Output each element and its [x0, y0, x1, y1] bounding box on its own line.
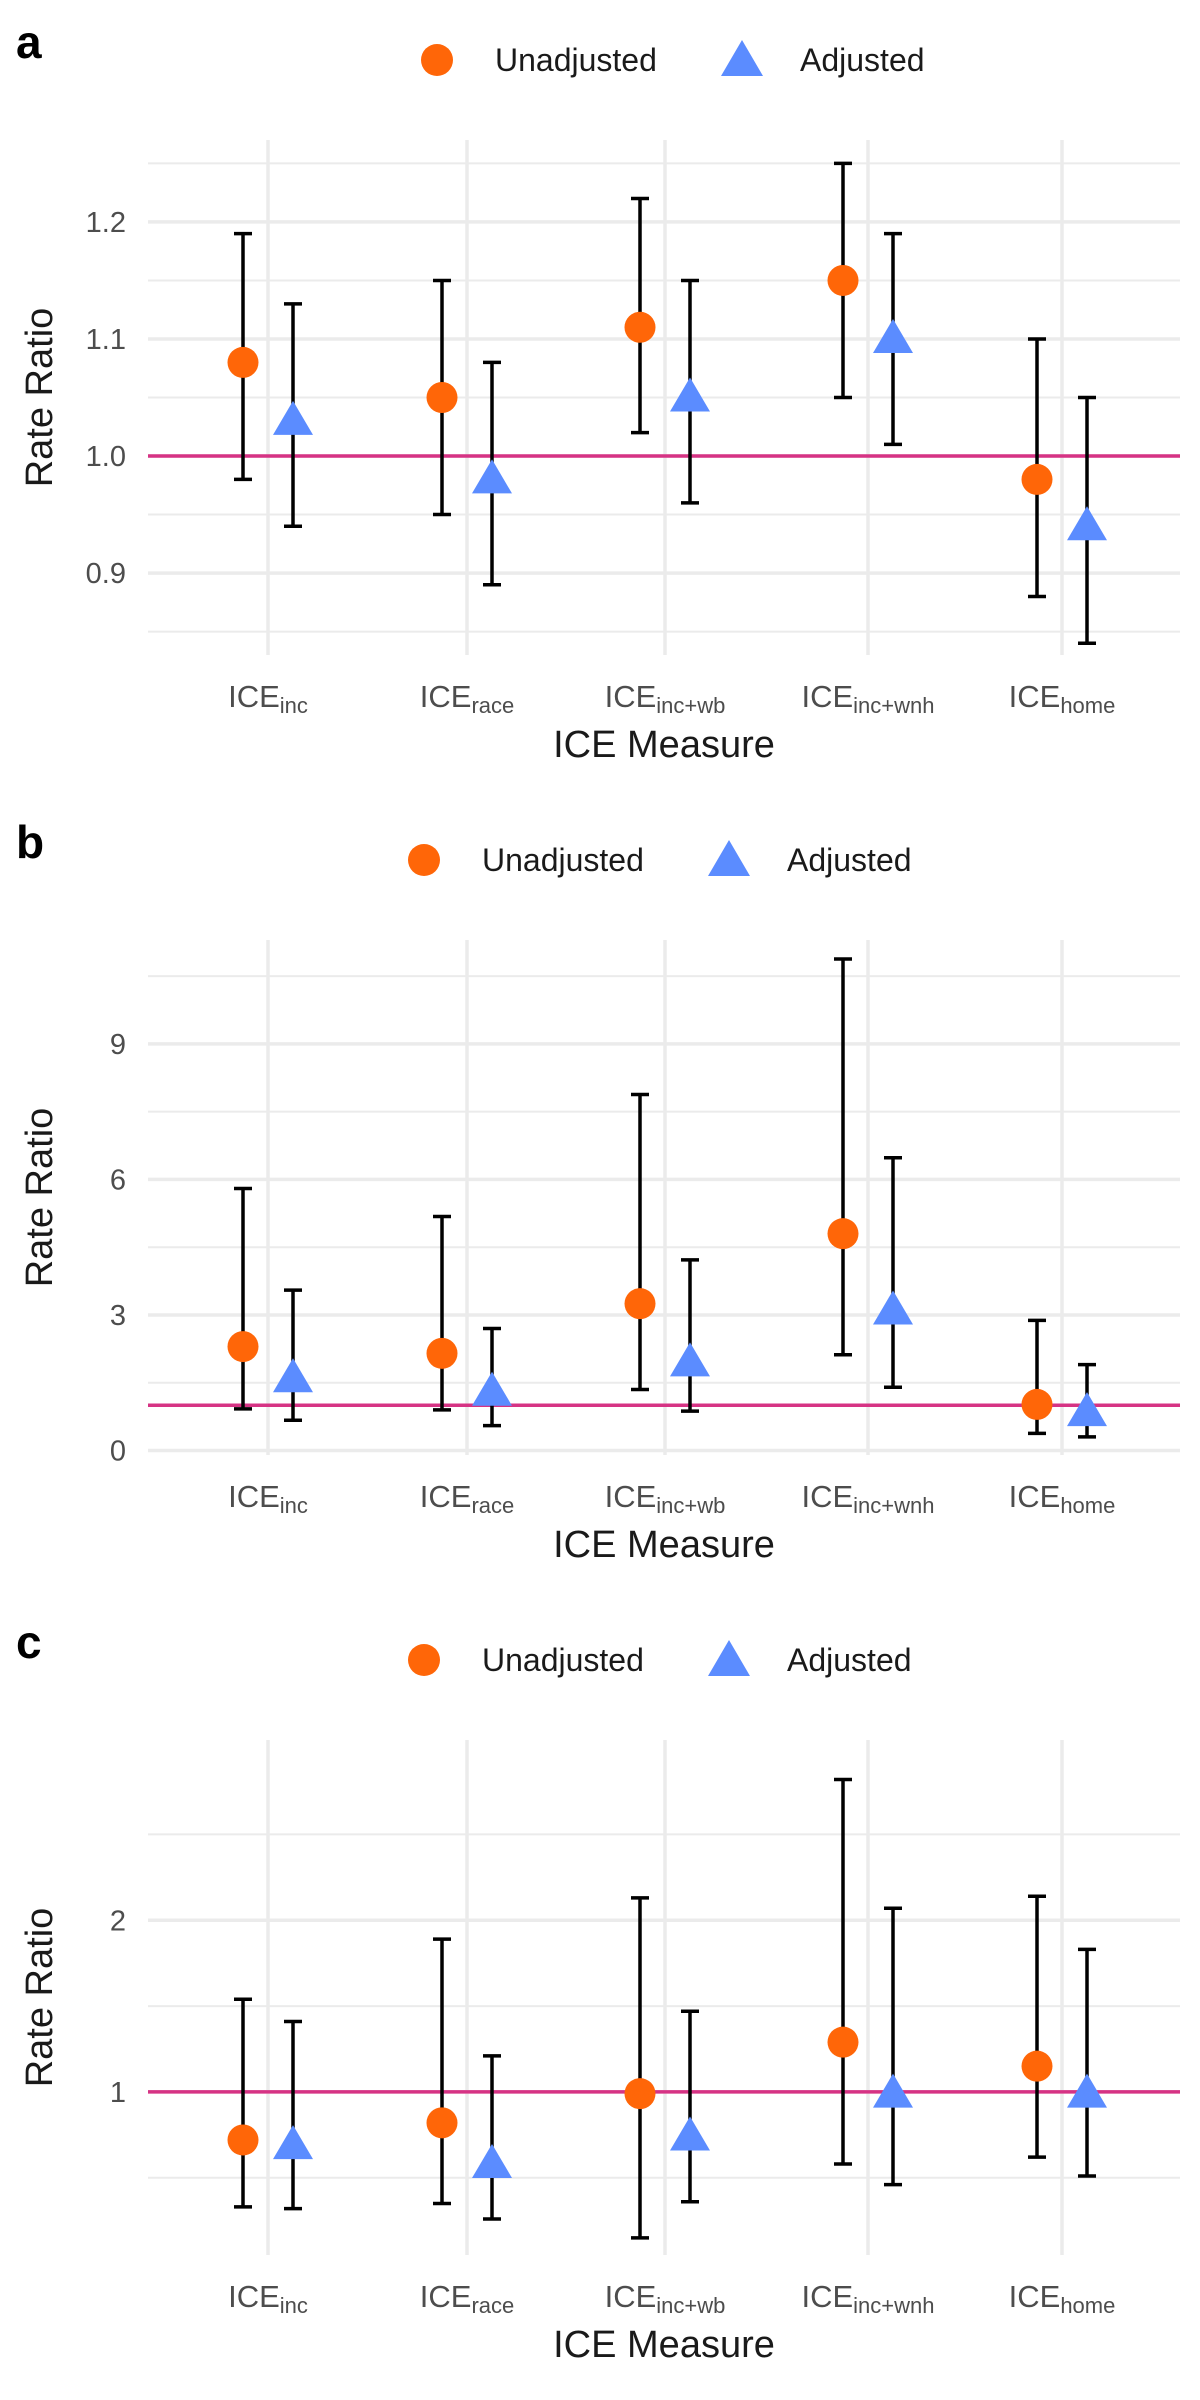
data-point-adjusted	[1067, 2073, 1107, 2108]
x-tick-label: ICErace	[420, 679, 514, 718]
x-tick-label: ICEhome	[1009, 679, 1116, 718]
y-tick-label: 1.1	[86, 324, 126, 356]
x-axis-title: ICE Measure	[553, 724, 775, 766]
data-point-unadjusted	[1021, 463, 1053, 495]
chart-panel-c: c Unadjusted Adjusted 1 2 ICEinc ICErace ICEinc…	[16, 1616, 1180, 2366]
chart-panel-b: b Unadjusted Adjusted 0 3 6 9 ICEinc ICErace ICEi…	[16, 816, 1180, 1566]
legend-label-unadjusted: Unadjusted	[482, 1642, 644, 1678]
x-tick-label: ICErace	[420, 1479, 514, 1518]
data-point-unadjusted	[827, 264, 859, 296]
data-point-unadjusted	[1021, 2050, 1053, 2082]
data-point-adjusted	[273, 400, 313, 435]
legend-label-adjusted: Adjusted	[787, 842, 912, 878]
legend-marker-adjusted	[708, 1640, 750, 1676]
data-point-adjusted	[273, 2125, 313, 2160]
data-point-adjusted	[1067, 1392, 1107, 1427]
x-tick-label: ICErace	[420, 2279, 514, 2318]
data-point-adjusted	[670, 2116, 710, 2151]
data-point-unadjusted	[227, 1331, 259, 1363]
x-tick-label: ICEinc	[228, 679, 308, 718]
x-tick-label: ICEinc+wnh	[801, 2279, 934, 2318]
data-point-adjusted	[1067, 506, 1107, 541]
data-point-adjusted	[472, 459, 512, 494]
x-tick-label: ICEinc+wnh	[801, 1479, 934, 1518]
legend-label-adjusted: Adjusted	[787, 1642, 912, 1678]
y-axis-title: Rate Ratio	[19, 308, 61, 488]
series-adjusted	[273, 1155, 1107, 1439]
y-tick-label: 3	[110, 1300, 126, 1332]
legend: Unadjusted Adjusted	[408, 1640, 912, 1678]
data-point-unadjusted	[426, 2107, 458, 2139]
data-point-unadjusted	[624, 311, 656, 343]
data-point-adjusted	[670, 1342, 710, 1377]
legend-marker-unadjusted	[408, 844, 440, 876]
x-axis-title: ICE Measure	[553, 2324, 775, 2366]
x-tick-label: ICEinc	[228, 2279, 308, 2318]
data-point-unadjusted	[426, 1337, 458, 1369]
panel-label: b	[16, 816, 44, 868]
y-tick-label: 2	[110, 1905, 126, 1937]
data-point-adjusted	[873, 1290, 913, 1325]
legend: Unadjusted Adjusted	[408, 840, 912, 878]
grid	[148, 1740, 1180, 2255]
chart-panel-a: a Unadjusted Adjusted 0.9 1.0 1.1 1.2 ICEinc ICE…	[16, 16, 1180, 766]
legend: Unadjusted Adjusted	[421, 40, 925, 78]
series-adjusted	[273, 231, 1107, 646]
grid	[148, 140, 1180, 655]
legend-label-unadjusted: Unadjusted	[482, 842, 644, 878]
x-axis-title: ICE Measure	[553, 1524, 775, 1566]
data-point-unadjusted	[827, 1218, 859, 1250]
y-tick-label: 1.0	[86, 441, 126, 473]
x-tick-label: ICEhome	[1009, 2279, 1116, 2318]
y-tick-label: 0.9	[86, 558, 126, 590]
data-point-unadjusted	[1021, 1388, 1053, 1420]
data-point-unadjusted	[624, 1288, 656, 1320]
x-tick-label: ICEinc+wnh	[801, 679, 934, 718]
x-tick-label: ICEhome	[1009, 1479, 1116, 1518]
data-point-adjusted	[670, 377, 710, 412]
series-unadjusted	[227, 1777, 1053, 2240]
y-axis-title: Rate Ratio	[19, 1908, 61, 2088]
panel-label: c	[16, 1616, 42, 1668]
x-tick-label: ICEinc+wb	[605, 679, 726, 718]
data-point-unadjusted	[227, 346, 259, 378]
data-point-unadjusted	[227, 2124, 259, 2156]
data-point-adjusted	[873, 2073, 913, 2108]
panel-label: a	[16, 16, 42, 68]
legend-marker-adjusted	[708, 840, 750, 876]
series-unadjusted	[227, 957, 1053, 1436]
y-tick-label: 1.2	[86, 207, 126, 239]
data-point-adjusted	[273, 1358, 313, 1393]
x-tick-label: ICEinc+wb	[605, 1479, 726, 1518]
data-point-unadjusted	[827, 2026, 859, 2058]
data-point-unadjusted	[624, 2078, 656, 2110]
x-tick-label: ICEinc	[228, 1479, 308, 1518]
y-tick-label: 1	[110, 2077, 126, 2109]
legend-marker-adjusted	[721, 40, 763, 76]
series-unadjusted	[227, 161, 1053, 599]
data-point-adjusted	[873, 318, 913, 353]
data-point-adjusted	[472, 2144, 512, 2179]
x-tick-label: ICEinc+wb	[605, 2279, 726, 2318]
legend-marker-unadjusted	[408, 1644, 440, 1676]
legend-marker-unadjusted	[421, 44, 453, 76]
data-point-adjusted	[472, 1371, 512, 1406]
legend-label-adjusted: Adjusted	[800, 42, 925, 78]
legend-label-unadjusted: Unadjusted	[495, 42, 657, 78]
grid	[148, 940, 1180, 1455]
data-point-unadjusted	[426, 382, 458, 413]
y-tick-label: 0	[110, 1435, 126, 1467]
y-tick-label: 6	[110, 1164, 126, 1196]
y-tick-label: 9	[110, 1029, 126, 1061]
series-adjusted	[273, 1906, 1107, 2221]
y-axis-title: Rate Ratio	[19, 1108, 61, 1288]
